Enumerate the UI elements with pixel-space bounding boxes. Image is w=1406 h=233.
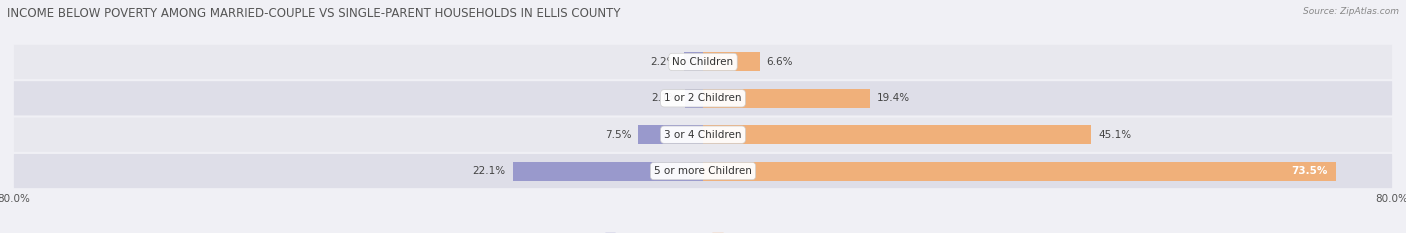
Text: 1 or 2 Children: 1 or 2 Children [664,93,742,103]
Text: INCOME BELOW POVERTY AMONG MARRIED-COUPLE VS SINGLE-PARENT HOUSEHOLDS IN ELLIS C: INCOME BELOW POVERTY AMONG MARRIED-COUPL… [7,7,620,20]
Bar [703,52,759,71]
Bar [703,89,870,108]
FancyBboxPatch shape [14,81,1392,115]
Bar [685,89,703,108]
Bar [703,162,1336,181]
Text: 3 or 4 Children: 3 or 4 Children [664,130,742,140]
Text: No Children: No Children [672,57,734,67]
Text: Source: ZipAtlas.com: Source: ZipAtlas.com [1303,7,1399,16]
Text: 45.1%: 45.1% [1098,130,1132,140]
Text: 19.4%: 19.4% [877,93,910,103]
Bar [513,162,703,181]
FancyBboxPatch shape [14,154,1392,188]
Bar [703,125,1091,144]
Text: 2.2%: 2.2% [651,57,678,67]
FancyBboxPatch shape [14,118,1392,152]
Bar [638,125,703,144]
Bar [685,52,703,71]
Text: 6.6%: 6.6% [766,57,793,67]
FancyBboxPatch shape [14,45,1392,79]
Text: 73.5%: 73.5% [1291,166,1327,176]
Text: 2.1%: 2.1% [651,93,678,103]
Text: 22.1%: 22.1% [472,166,506,176]
Text: 5 or more Children: 5 or more Children [654,166,752,176]
Text: 7.5%: 7.5% [605,130,631,140]
